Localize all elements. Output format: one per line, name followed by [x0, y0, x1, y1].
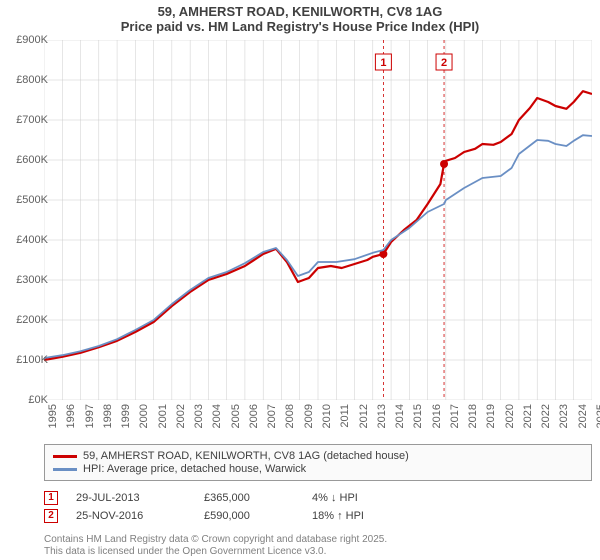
x-axis-label: 1995 — [47, 404, 59, 428]
y-axis-label: £600K — [2, 154, 48, 166]
transaction-date: 25-NOV-2016 — [76, 510, 186, 522]
legend-label-1: 59, AMHERST ROAD, KENILWORTH, CV8 1AG (d… — [83, 450, 409, 462]
x-axis-label: 2021 — [522, 404, 534, 428]
marker-icon: 2 — [44, 509, 58, 523]
legend-row-1: 59, AMHERST ROAD, KENILWORTH, CV8 1AG (d… — [53, 450, 583, 462]
legend-swatch-1 — [53, 455, 77, 458]
x-axis-label: 2022 — [540, 404, 552, 428]
legend-box: 59, AMHERST ROAD, KENILWORTH, CV8 1AG (d… — [44, 444, 592, 481]
transaction-row: 2 25-NOV-2016 £590,000 18% ↑ HPI — [44, 507, 592, 525]
transaction-hpi-rel: 18% ↑ HPI — [312, 510, 402, 522]
title-line-2: Price paid vs. HM Land Registry's House … — [0, 19, 600, 34]
y-axis-label: £0K — [2, 394, 48, 406]
x-axis-label: 2017 — [449, 404, 461, 428]
x-axis-label: 1997 — [84, 404, 96, 428]
x-axis-label: 2004 — [211, 404, 223, 428]
transaction-price: £365,000 — [204, 492, 294, 504]
x-axis-label: 2020 — [504, 404, 516, 428]
transaction-hpi-rel: 4% ↓ HPI — [312, 492, 402, 504]
x-axis-label: 2019 — [485, 404, 497, 428]
legend-label-2: HPI: Average price, detached house, Warw… — [83, 463, 306, 475]
x-axis-label: 2025 — [595, 404, 600, 428]
y-axis-label: £100K — [2, 354, 48, 366]
x-axis-label: 2011 — [339, 404, 351, 428]
x-axis-label: 2009 — [303, 404, 315, 428]
transaction-table: 1 29-JUL-2013 £365,000 4% ↓ HPI 2 25-NOV… — [44, 489, 592, 525]
y-axis-label: £400K — [2, 234, 48, 246]
x-axis-label: 2010 — [321, 404, 333, 428]
transaction-date: 29-JUL-2013 — [76, 492, 186, 504]
footer: Contains HM Land Registry data © Crown c… — [44, 534, 592, 558]
y-axis-label: £300K — [2, 274, 48, 286]
x-axis-label: 2012 — [358, 404, 370, 428]
x-axis-label: 2014 — [394, 404, 406, 428]
footer-line-2: This data is licensed under the Open Gov… — [44, 546, 592, 558]
x-axis-label: 2008 — [284, 404, 296, 428]
footer-line-1: Contains HM Land Registry data © Crown c… — [44, 534, 592, 546]
y-axis-label: £900K — [2, 34, 48, 46]
x-axis-label: 2016 — [431, 404, 443, 428]
x-axis-label: 2023 — [558, 404, 570, 428]
x-axis-label: 2003 — [193, 404, 205, 428]
legend-and-data: 59, AMHERST ROAD, KENILWORTH, CV8 1AG (d… — [44, 444, 592, 525]
y-axis-label: £500K — [2, 194, 48, 206]
legend-row-2: HPI: Average price, detached house, Warw… — [53, 463, 583, 475]
y-axis-label: £800K — [2, 74, 48, 86]
x-axis-label: 1998 — [102, 404, 114, 428]
x-axis-label: 2006 — [248, 404, 260, 428]
x-axis-label: 2007 — [266, 404, 278, 428]
y-axis-label: £200K — [2, 314, 48, 326]
transaction-price: £590,000 — [204, 510, 294, 522]
line-chart-svg: 12 — [44, 40, 592, 400]
legend-swatch-2 — [53, 468, 77, 471]
marker-icon: 1 — [44, 491, 58, 505]
x-axis-label: 1999 — [120, 404, 132, 428]
x-axis-label: 2005 — [230, 404, 242, 428]
x-axis-label: 2001 — [157, 404, 169, 428]
chart-container: 59, AMHERST ROAD, KENILWORTH, CV8 1AG Pr… — [0, 0, 600, 560]
y-axis-label: £700K — [2, 114, 48, 126]
plot-area: 12 — [44, 40, 592, 400]
title-line-1: 59, AMHERST ROAD, KENILWORTH, CV8 1AG — [0, 4, 600, 19]
x-axis-label: 2024 — [577, 404, 589, 428]
title-block: 59, AMHERST ROAD, KENILWORTH, CV8 1AG Pr… — [0, 0, 600, 34]
svg-text:1: 1 — [380, 57, 386, 69]
transaction-row: 1 29-JUL-2013 £365,000 4% ↓ HPI — [44, 489, 592, 507]
x-axis-label: 2013 — [376, 404, 388, 428]
x-axis-label: 2018 — [467, 404, 479, 428]
x-axis-label: 1996 — [65, 404, 77, 428]
x-axis-label: 2002 — [175, 404, 187, 428]
svg-text:2: 2 — [441, 57, 447, 69]
x-axis-label: 2015 — [412, 404, 424, 428]
x-axis-label: 2000 — [138, 404, 150, 428]
